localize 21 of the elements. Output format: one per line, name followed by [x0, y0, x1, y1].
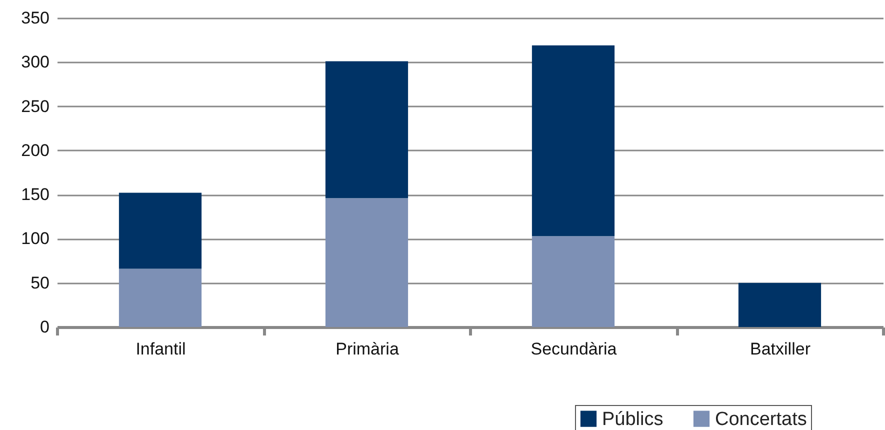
legend-label: Públics	[602, 408, 664, 430]
y-tick-label: 300	[21, 52, 50, 72]
x-tick-label: Secundària	[530, 340, 618, 358]
bar	[118, 268, 202, 327]
x-tick-label: Infantil	[136, 340, 186, 358]
bar	[738, 282, 822, 327]
legend-label: Concertats	[715, 408, 807, 430]
x-tick-label: Primària	[336, 340, 400, 358]
y-tick-label: 100	[21, 229, 50, 248]
bar	[532, 236, 615, 327]
y-tick-label: 150	[21, 185, 50, 204]
y-tick-label: 250	[21, 96, 50, 116]
y-tick-label: 0	[40, 318, 50, 336]
bar	[325, 61, 408, 198]
bar	[532, 45, 615, 236]
y-tick-label: 350	[21, 8, 50, 28]
bar	[325, 198, 408, 327]
y-tick-label: 50	[30, 273, 50, 292]
bar	[118, 192, 202, 269]
y-tick-label: 200	[21, 140, 50, 160]
x-tick-label: Batxiller	[750, 340, 811, 358]
